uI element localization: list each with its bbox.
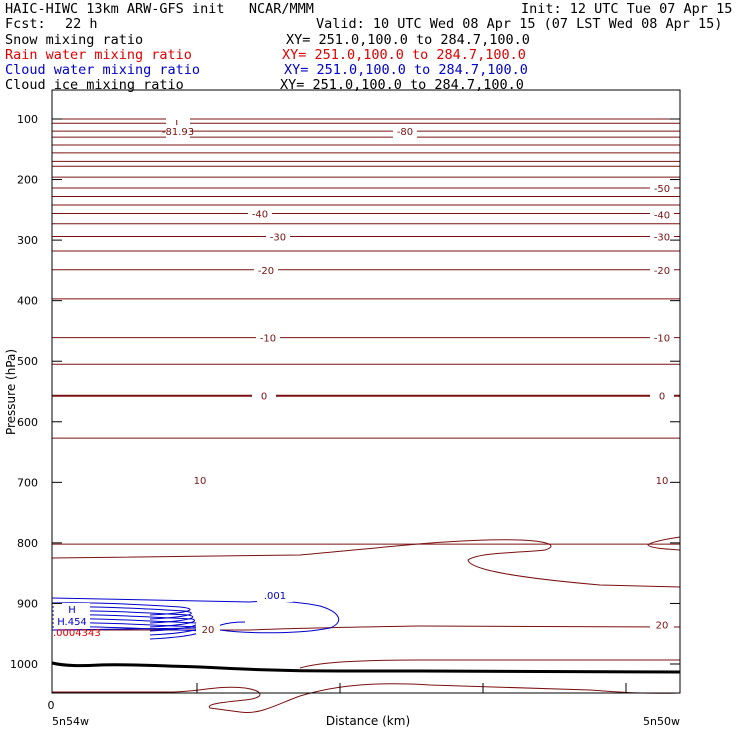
cloud-water-label: H.454 [57, 617, 87, 628]
y-tick-label: 100 [17, 113, 38, 126]
temperature-contour [51, 539, 681, 588]
y-tick-label: 300 [17, 234, 38, 247]
y-tick-label: 800 [17, 537, 38, 550]
rain-water-label: .0004343 [53, 628, 101, 639]
field-cloudice-xy: XY= 251.0,100.0 to 284.7,100.0 [280, 77, 524, 93]
contour-label-bg [188, 473, 212, 487]
temperature-contour-label: L [175, 119, 181, 130]
temperature-contour-label: -10 [654, 334, 670, 345]
y-tick-label: 1000 [10, 658, 38, 671]
y-tick-label: 200 [17, 174, 38, 187]
temperature-contour-label: -20 [654, 266, 670, 277]
temperature-contour [52, 625, 681, 631]
plot-frame [51, 89, 681, 694]
surface-line [51, 661, 681, 674]
contour-label-bg [650, 618, 674, 632]
contour-label-bg [650, 182, 674, 196]
y-tick-label: 900 [17, 597, 38, 610]
forecast-label: Fcst: [5, 16, 46, 32]
forecast-hours: 22 h [65, 16, 98, 32]
temperature-contour-label: -40 [252, 209, 268, 220]
y-tick-label: 600 [17, 416, 38, 429]
contour-label-bg [256, 331, 280, 345]
y-tick-label: 500 [17, 355, 38, 368]
temperature-contour-label: -50 [654, 184, 670, 195]
valid-time: Valid: 10 UTC Wed 08 Apr 15 (07 LST Wed … [316, 16, 723, 32]
temperature-contour [647, 536, 681, 551]
contour-label-bg [257, 589, 293, 602]
temperature-contour-label: -81.93 [162, 127, 194, 138]
cloud-water-contour [51, 606, 192, 620]
temperature-contour-label: 0 [659, 392, 665, 403]
contour-label-bg [393, 125, 417, 139]
init-time: Init: 12 UTC Tue 07 Apr 15 [521, 1, 733, 17]
contour-label-bg [254, 263, 278, 277]
x-tick-label-0: 0 [48, 699, 55, 712]
y-axis-label: Pressure (hPa) [4, 349, 18, 435]
temperature-contour-label: -40 [654, 211, 670, 222]
field-snow-name: Snow mixing ratio [5, 32, 144, 48]
contour-label-bg [266, 230, 290, 244]
contour-label-bg [54, 603, 90, 616]
field-cloudwater-name: Cloud water mixing ratio [5, 62, 201, 78]
contour-label-bg [166, 125, 190, 139]
y-tick-label: 400 [17, 295, 38, 308]
temperature-contour-label: -30 [270, 232, 286, 243]
cloud-water-label: .001 [264, 591, 286, 602]
contour-label-bg [196, 622, 220, 636]
contour-label-bg [650, 331, 674, 345]
contour-label-bg [650, 230, 674, 244]
temperature-contour-label: -20 [258, 266, 274, 277]
temperature-contour [299, 659, 680, 669]
plot-title: HAIC-HIWC 13km ARW-GFS init NCAR/MMM [5, 1, 314, 17]
contour-label-bg [650, 263, 674, 277]
y-tick-label: 700 [17, 476, 38, 489]
temperature-contour-label: 20 [656, 621, 669, 632]
temperature-contour [52, 683, 681, 714]
temperature-contour-label: -80 [397, 127, 413, 138]
contour-label-bg [650, 473, 674, 487]
contour-label-bg [252, 389, 276, 403]
x-end-label: 5n50w [643, 715, 680, 728]
cloud-water-contour [51, 627, 201, 631]
cloud-water-contour [51, 602, 191, 616]
temperature-contour-label: 20 [202, 625, 215, 636]
temperature-contour-label: 10 [194, 476, 207, 487]
field-snow-xy: XY= 251.0,100.0 to 284.7,100.0 [286, 32, 530, 48]
contour-label-bg [248, 207, 272, 221]
contour-label-bg [650, 208, 674, 222]
contour-label-bg [54, 615, 90, 628]
field-rain-xy: XY= 251.0,100.0 to 284.7,100.0 [282, 47, 526, 63]
temperature-contour-label: 0 [261, 392, 267, 403]
contour-label-bg [650, 389, 674, 403]
temperature-contour-label: -10 [260, 334, 276, 345]
temperature-contour-label: 10 [656, 476, 669, 487]
field-cloudice-name: Cloud ice mixing ratio [5, 77, 184, 93]
temperature-contour-label: -30 [654, 232, 670, 243]
field-cloudwater-xy: XY= 251.0,100.0 to 284.7,100.0 [284, 62, 528, 78]
field-rain-name: Rain water mixing ratio [5, 47, 192, 63]
x-start-label: 5n54w [52, 715, 89, 728]
cloud-water-label: H [68, 605, 76, 616]
x-axis-label: Distance (km) [326, 714, 410, 728]
